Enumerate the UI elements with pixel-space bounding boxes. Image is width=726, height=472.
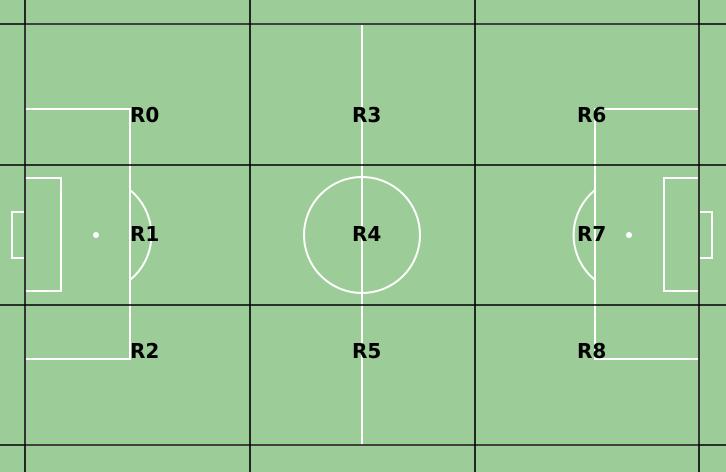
- region-labels: R0 R1 R2 R3 R4 R5 R6 R7 R8: [130, 103, 606, 363]
- region-label-r4: R4: [352, 222, 381, 246]
- left-penalty-arc: [129, 189, 153, 281]
- region-label-r3: R3: [352, 103, 381, 127]
- region-label-r8: R8: [577, 339, 606, 363]
- right-penalty-spot: [626, 232, 632, 238]
- left-penalty-spot: [93, 232, 99, 238]
- center-circle: [303, 176, 421, 294]
- region-label-r5: R5: [352, 339, 381, 363]
- region-label-r1: R1: [130, 222, 159, 246]
- region-label-r2: R2: [130, 339, 159, 363]
- region-label-r7: R7: [577, 222, 606, 246]
- region-label-r6: R6: [577, 103, 606, 127]
- region-label-r0: R0: [130, 103, 159, 127]
- right-penalty-arc: [572, 189, 596, 281]
